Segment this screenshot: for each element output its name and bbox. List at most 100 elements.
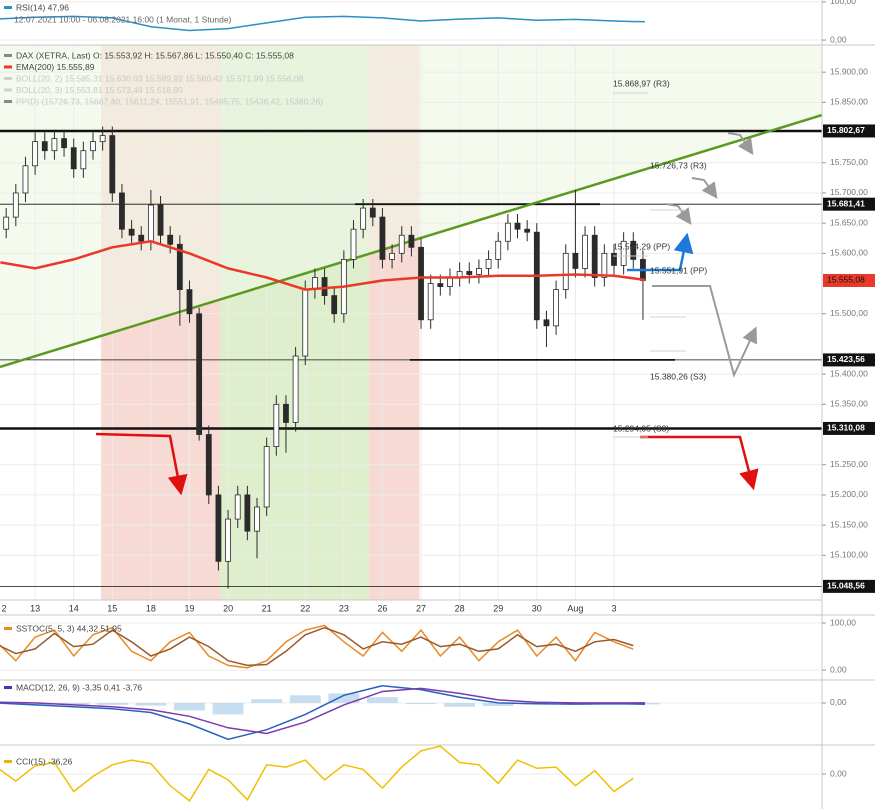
arrow bbox=[95, 432, 188, 496]
legend-swatch bbox=[4, 686, 12, 689]
candle-body bbox=[109, 135, 116, 194]
x-tick-label: 29 bbox=[493, 603, 503, 613]
x-tick-label: 28 bbox=[455, 603, 465, 613]
y-tick-label: 0,00 bbox=[830, 664, 847, 674]
candle-body bbox=[302, 289, 309, 357]
x-tick-label: 30 bbox=[532, 603, 542, 613]
y-tick-label: 15.100,00 bbox=[830, 550, 868, 560]
legend-text: SSTOC(5, 5, 3) 44,32 51,95 bbox=[16, 623, 122, 633]
candle-body bbox=[562, 252, 569, 290]
histogram-bar bbox=[405, 702, 437, 705]
candle-body bbox=[360, 207, 367, 230]
last-label: 15.555,08 bbox=[827, 275, 865, 285]
y-tick-label: 15.850,00 bbox=[830, 97, 868, 107]
candle-body bbox=[321, 277, 328, 297]
pivot-label: 15.294,05 (S3) bbox=[613, 423, 669, 433]
candle-body bbox=[466, 271, 473, 275]
candle-body bbox=[283, 403, 289, 423]
legend-text: DAX (XETRA, Last) O: 15.553,92 H: 15.567… bbox=[16, 50, 294, 60]
candle-body bbox=[495, 240, 502, 260]
legend-text: MACD(12, 26, 9) -3,35 0,41 -3,76 bbox=[16, 682, 142, 692]
candle-body bbox=[3, 216, 10, 230]
level-label-bg bbox=[823, 579, 875, 593]
candle-body bbox=[398, 234, 405, 254]
y-tick-label: 15.650,00 bbox=[830, 217, 868, 227]
pivot-ticks bbox=[613, 92, 686, 438]
candle-body bbox=[273, 403, 280, 448]
candle-body bbox=[147, 204, 154, 242]
candle-body bbox=[61, 138, 67, 149]
candle-body bbox=[620, 240, 627, 266]
legend-swatch bbox=[4, 54, 12, 57]
x-tick-label: 22 bbox=[300, 603, 310, 613]
candle-body bbox=[70, 147, 77, 170]
histogram-bar bbox=[289, 695, 321, 703]
x-tick-label: 3 bbox=[611, 603, 616, 613]
legend-text: PP(D) (15726,73, 15667,40, 15611,24, 155… bbox=[16, 96, 323, 106]
arrow bbox=[691, 177, 718, 199]
legend-swatch bbox=[4, 65, 12, 69]
candle-body bbox=[418, 246, 424, 321]
candle-body bbox=[437, 283, 444, 287]
panel bbox=[0, 684, 661, 741]
x-tick-label: 21 bbox=[262, 603, 272, 613]
y-tick-label: 15.750,00 bbox=[830, 157, 868, 167]
y-tick-label: 15.150,00 bbox=[830, 519, 868, 529]
histogram-bar bbox=[19, 702, 51, 705]
histogram-bar bbox=[482, 702, 514, 706]
pivot-label: 15.726,73 (R3) bbox=[650, 160, 707, 170]
level-label: 15.802,67 bbox=[827, 125, 865, 135]
legend-text: EMA(200) 15.555,89 bbox=[16, 62, 95, 72]
histogram-bar bbox=[251, 699, 283, 703]
x-tick-label: 14 bbox=[69, 603, 79, 613]
candle-body bbox=[447, 277, 453, 287]
candle-body bbox=[263, 446, 270, 508]
level-label: 15.681,41 bbox=[827, 198, 865, 208]
candle-body bbox=[119, 192, 125, 230]
candle-body bbox=[582, 234, 588, 269]
indicator-line bbox=[0, 624, 634, 669]
pivot-label: 15.551,91 (PP) bbox=[650, 265, 707, 275]
legend-text: BOLL(20, 2) 15.585,31 15.630,03 15.589,9… bbox=[16, 73, 304, 83]
candle-body bbox=[99, 135, 106, 143]
candle-body bbox=[157, 204, 164, 236]
level-label: 15.423,56 bbox=[827, 354, 865, 364]
x-tick-label: Aug bbox=[567, 603, 583, 613]
y-tick-label: 0,00 bbox=[830, 697, 847, 707]
candle-body bbox=[186, 289, 193, 315]
x-tick-label: 26 bbox=[377, 603, 387, 613]
candle-body bbox=[234, 494, 241, 520]
candle-body bbox=[427, 283, 434, 321]
candle-body bbox=[331, 295, 338, 315]
pivot-label: 15.380,26 (S3) bbox=[650, 371, 706, 381]
arrow bbox=[652, 285, 758, 378]
x-tick-label: 19 bbox=[184, 603, 194, 613]
y-tick-label: 15.400,00 bbox=[830, 368, 868, 378]
indicator-line bbox=[0, 687, 645, 735]
level-label-bg bbox=[823, 197, 875, 211]
last-label-bg bbox=[823, 273, 875, 287]
candle-body bbox=[611, 252, 617, 266]
x-tick-label: 23 bbox=[339, 603, 349, 613]
arrow bbox=[627, 232, 694, 272]
legend-swatch bbox=[4, 6, 12, 9]
histogram-bar bbox=[444, 702, 476, 707]
legend-swatch bbox=[4, 760, 12, 763]
x-tick-label: 13 bbox=[30, 603, 40, 613]
candle-body bbox=[167, 234, 174, 245]
pivot-label: 15.868,97 (R3) bbox=[613, 78, 670, 88]
histogram-bar bbox=[328, 693, 360, 703]
candle-body bbox=[22, 165, 29, 194]
candle-body bbox=[553, 289, 560, 327]
candle-body bbox=[476, 268, 482, 275]
legend-swatch bbox=[4, 77, 12, 80]
candle-body bbox=[408, 234, 415, 248]
candle-body bbox=[12, 192, 19, 218]
panel-bg bbox=[0, 1, 822, 41]
legend-swatch bbox=[4, 100, 12, 103]
x-tick-label: 2 bbox=[1, 603, 6, 613]
y-tick-label: 0,00 bbox=[830, 768, 847, 778]
candle-body bbox=[591, 234, 598, 278]
histogram-bar bbox=[135, 702, 167, 706]
